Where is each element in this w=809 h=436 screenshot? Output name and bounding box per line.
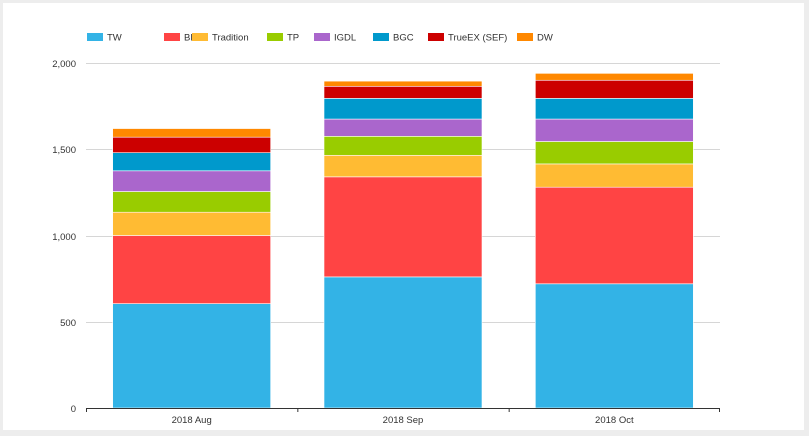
legend: TWBBGTraditionTPIGDLBGCTrueEX (SEF)DW	[87, 33, 553, 44]
bars	[112, 73, 694, 409]
bar-segment-0-0[interactable]	[112, 303, 271, 409]
bar-segment-1-2[interactable]	[323, 154, 483, 178]
y-tick-label-3: 1,500	[52, 145, 76, 156]
bar-segment-2-4[interactable]	[535, 118, 694, 142]
bar-segment-0-2[interactable]	[112, 211, 271, 236]
bar-segment-2-1[interactable]	[535, 186, 694, 285]
bar-segment-0-5[interactable]	[112, 152, 271, 172]
legend-label-5[interactable]: BGC	[393, 33, 414, 44]
legend-swatch-4	[314, 33, 330, 41]
y-tick-label-1: 500	[60, 318, 76, 329]
bar-segment-2-7[interactable]	[535, 73, 694, 81]
bar-segment-0-4[interactable]	[112, 170, 271, 192]
bar-segment-1-0[interactable]	[323, 276, 483, 409]
legend-swatch-0	[87, 33, 103, 41]
legend-label-0[interactable]: TW	[107, 33, 122, 44]
bar-segment-0-3[interactable]	[112, 191, 271, 213]
bar-segment-1-1[interactable]	[323, 176, 483, 278]
x-tick-label-2: 2018 Oct	[595, 415, 634, 426]
legend-swatch-2	[192, 33, 208, 41]
legend-label-2[interactable]: Tradition	[212, 33, 249, 44]
legend-swatch-1	[164, 33, 180, 41]
bar-segment-2-3[interactable]	[535, 141, 694, 165]
legend-label-3[interactable]: TP	[287, 33, 299, 44]
y-axis: 0 500 1,000 1,500 2,000	[52, 59, 76, 415]
legend-swatch-6	[428, 33, 444, 41]
bar-segment-1-6[interactable]	[323, 85, 483, 99]
bar-segment-2-0[interactable]	[535, 283, 694, 409]
bar-segment-0-7[interactable]	[112, 128, 271, 138]
legend-label-4[interactable]: IGDL	[334, 33, 356, 44]
legend-label-7[interactable]: DW	[537, 33, 553, 44]
x-axis: 2018 Aug 2018 Sep 2018 Oct	[86, 408, 720, 426]
bar-segment-0-6[interactable]	[112, 136, 271, 154]
legend-swatch-5	[373, 33, 389, 41]
bar-segment-2-5[interactable]	[535, 98, 694, 120]
x-tick-label-0: 2018 Aug	[172, 415, 212, 426]
y-tick-label-2: 1,000	[52, 232, 76, 243]
legend-swatch-3	[267, 33, 283, 41]
legend-label-6[interactable]: TrueEX (SEF)	[448, 33, 507, 44]
bar-segment-1-7[interactable]	[323, 80, 483, 87]
legend-swatch-7	[517, 33, 533, 41]
bar-segment-0-1[interactable]	[112, 235, 271, 304]
bar-segment-2-2[interactable]	[535, 163, 694, 188]
bar-segment-1-3[interactable]	[323, 136, 483, 156]
bar-segment-1-5[interactable]	[323, 98, 483, 120]
bar-segment-2-6[interactable]	[535, 79, 694, 99]
y-tick-label-0: 0	[71, 404, 76, 415]
x-tick-label-1: 2018 Sep	[383, 415, 424, 426]
bar-segment-1-4[interactable]	[323, 118, 483, 137]
y-tick-label-4: 2,000	[52, 59, 76, 70]
